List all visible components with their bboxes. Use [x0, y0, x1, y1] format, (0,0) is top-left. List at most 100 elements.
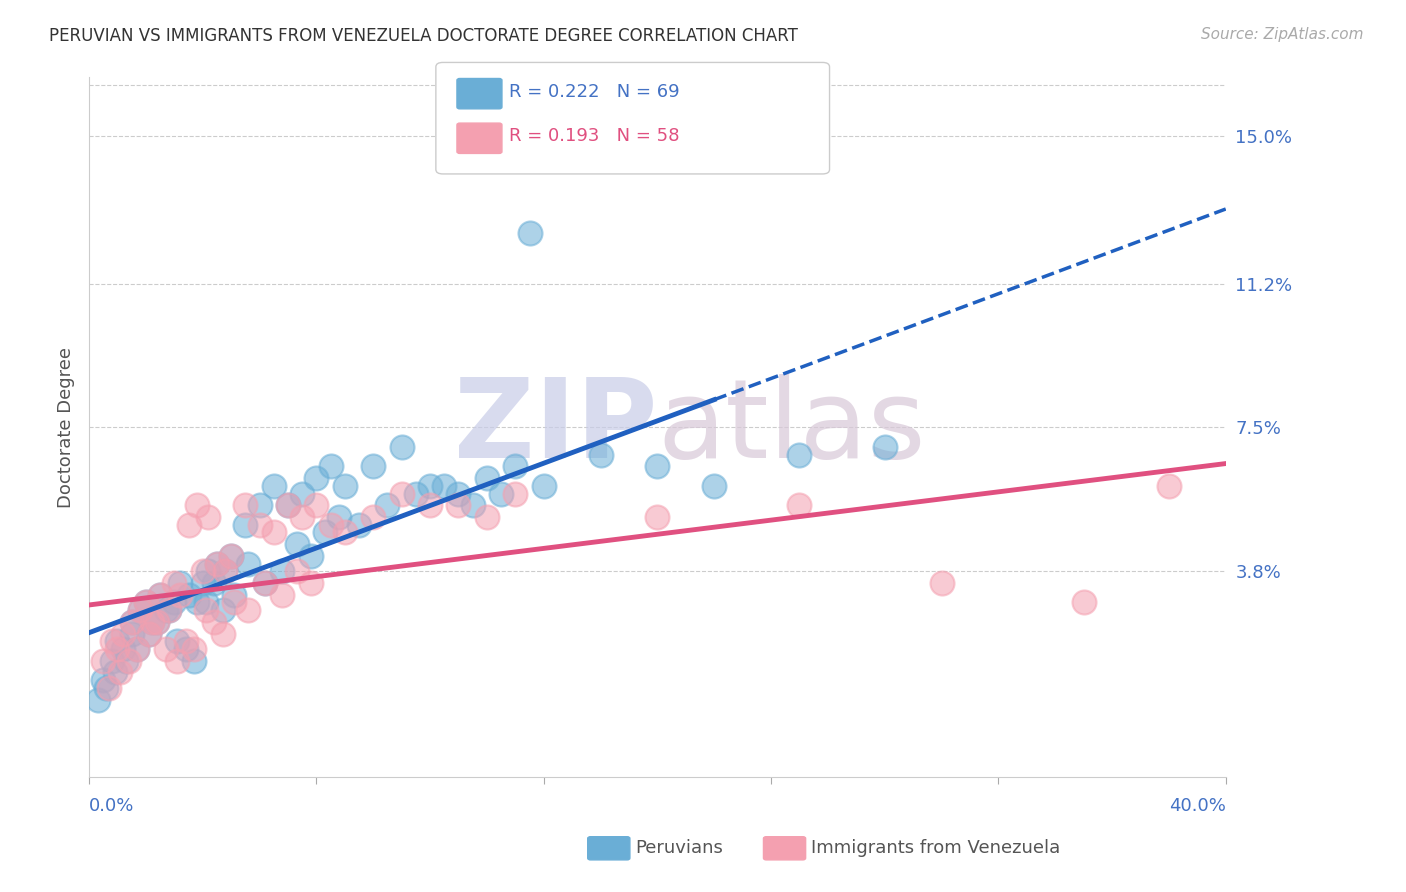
Point — [169, 576, 191, 591]
Point — [197, 565, 219, 579]
Point — [202, 615, 225, 629]
Point — [112, 626, 135, 640]
Point — [271, 565, 294, 579]
Text: ZIP: ZIP — [454, 374, 658, 481]
Point — [703, 479, 725, 493]
Point — [319, 517, 342, 532]
Point — [249, 498, 271, 512]
Point — [197, 509, 219, 524]
Point — [174, 642, 197, 657]
Point — [127, 642, 149, 657]
Point — [166, 634, 188, 648]
Point — [305, 498, 328, 512]
Point — [589, 448, 612, 462]
Point — [789, 448, 811, 462]
Point — [194, 603, 217, 617]
Point — [205, 557, 228, 571]
Text: R = 0.222   N = 69: R = 0.222 N = 69 — [509, 83, 679, 101]
Point — [177, 588, 200, 602]
Point — [505, 459, 527, 474]
Point — [135, 595, 157, 609]
Point — [129, 603, 152, 617]
Point — [191, 565, 214, 579]
Point — [157, 603, 180, 617]
Point — [461, 498, 484, 512]
Point — [377, 498, 399, 512]
Point — [110, 665, 132, 680]
Point — [194, 595, 217, 609]
Point — [347, 517, 370, 532]
Point — [174, 634, 197, 648]
Point — [238, 603, 260, 617]
Point — [205, 557, 228, 571]
Point — [163, 576, 186, 591]
Point — [254, 576, 277, 591]
Point — [433, 479, 456, 493]
Point — [186, 498, 208, 512]
Point — [238, 557, 260, 571]
Point — [118, 654, 141, 668]
Point — [149, 588, 172, 602]
Point — [146, 615, 169, 629]
Point — [121, 626, 143, 640]
Point — [249, 517, 271, 532]
Point — [235, 517, 257, 532]
Point — [263, 479, 285, 493]
Point — [129, 603, 152, 617]
Point — [285, 537, 308, 551]
Point — [447, 486, 470, 500]
Point — [191, 576, 214, 591]
Point — [222, 588, 245, 602]
Point — [305, 471, 328, 485]
Point — [91, 654, 114, 668]
Point — [447, 498, 470, 512]
Point — [138, 626, 160, 640]
Point — [505, 486, 527, 500]
Text: 0.0%: 0.0% — [89, 797, 135, 815]
Point — [789, 498, 811, 512]
Point — [519, 226, 541, 240]
Point — [141, 615, 163, 629]
Point — [101, 654, 124, 668]
Point — [419, 479, 441, 493]
Point — [475, 471, 498, 485]
Point — [254, 576, 277, 591]
Point — [219, 549, 242, 563]
Point — [149, 588, 172, 602]
Text: atlas: atlas — [658, 374, 927, 481]
Point — [141, 615, 163, 629]
Point — [475, 509, 498, 524]
Point — [214, 565, 236, 579]
Point — [1157, 479, 1180, 493]
Point — [419, 498, 441, 512]
Point — [138, 626, 160, 640]
Text: Peruvians: Peruvians — [636, 839, 724, 857]
Point — [214, 565, 236, 579]
Text: R = 0.193   N = 58: R = 0.193 N = 58 — [509, 128, 679, 145]
Point — [271, 588, 294, 602]
Point — [94, 681, 117, 695]
Point — [101, 634, 124, 648]
Point — [112, 642, 135, 657]
Text: Immigrants from Venezuela: Immigrants from Venezuela — [811, 839, 1060, 857]
Point — [291, 509, 314, 524]
Point — [391, 440, 413, 454]
Point — [127, 642, 149, 657]
Point — [211, 626, 233, 640]
Point — [299, 549, 322, 563]
Point — [285, 565, 308, 579]
Text: 40.0%: 40.0% — [1168, 797, 1226, 815]
Point — [91, 673, 114, 688]
Point — [263, 525, 285, 540]
Point — [647, 509, 669, 524]
Point — [235, 498, 257, 512]
Point — [333, 525, 356, 540]
Text: Source: ZipAtlas.com: Source: ZipAtlas.com — [1201, 27, 1364, 42]
Point — [163, 595, 186, 609]
Point — [333, 479, 356, 493]
Point — [157, 603, 180, 617]
Point — [211, 603, 233, 617]
Point — [222, 595, 245, 609]
Point — [107, 642, 129, 657]
Point — [121, 615, 143, 629]
